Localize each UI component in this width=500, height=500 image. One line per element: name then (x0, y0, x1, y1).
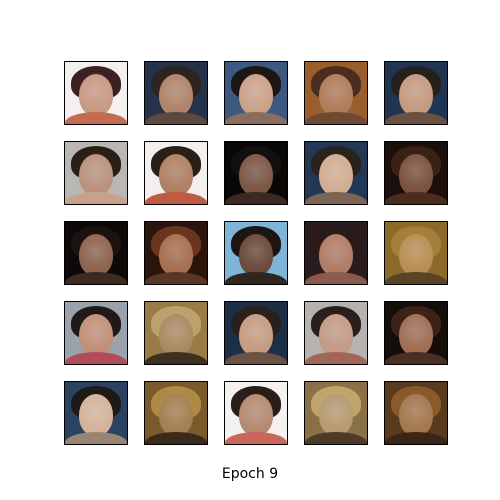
shoulders-region (305, 352, 367, 364)
face-region (239, 74, 273, 117)
shoulders-region (65, 192, 127, 204)
face-region (319, 234, 353, 277)
face-region (159, 74, 193, 117)
generated-face-image (304, 381, 368, 445)
generated-face-image (224, 301, 288, 365)
face-region (79, 74, 113, 117)
shoulders-region (145, 112, 207, 124)
shoulders-region (385, 192, 447, 204)
face-region (239, 314, 273, 357)
face-region (79, 154, 113, 197)
face-region (399, 394, 433, 437)
generated-face-image (144, 221, 208, 285)
generated-face-image (304, 301, 368, 365)
generated-face-image (64, 61, 128, 125)
generated-face-image (384, 221, 448, 285)
face-region (159, 154, 193, 197)
shoulders-region (65, 272, 127, 284)
face-region (239, 234, 273, 277)
shoulders-region (145, 272, 207, 284)
face-region (79, 314, 113, 357)
generated-face-image (144, 61, 208, 125)
shoulders-region (305, 432, 367, 444)
shoulders-region (225, 432, 287, 444)
shoulders-region (225, 112, 287, 124)
generated-face-image (304, 141, 368, 205)
generated-face-image (64, 381, 128, 445)
generated-face-image (224, 61, 288, 125)
face-region (319, 394, 353, 437)
face-region (159, 394, 193, 437)
generated-face-image (304, 61, 368, 125)
shoulders-region (145, 352, 207, 364)
generated-face-image (384, 141, 448, 205)
generated-face-image (144, 381, 208, 445)
face-region (319, 74, 353, 117)
face-region (159, 234, 193, 277)
face-region (399, 234, 433, 277)
face-region (239, 154, 273, 197)
generated-face-image (224, 141, 288, 205)
shoulders-region (305, 192, 367, 204)
shoulders-region (65, 432, 127, 444)
shoulders-region (225, 272, 287, 284)
face-region (79, 234, 113, 277)
generated-face-image (304, 221, 368, 285)
generated-face-image (384, 61, 448, 125)
shoulders-region (305, 272, 367, 284)
shoulders-region (145, 192, 207, 204)
shoulders-region (225, 192, 287, 204)
generated-face-image (224, 221, 288, 285)
shoulders-region (145, 432, 207, 444)
shoulders-region (225, 352, 287, 364)
shoulders-region (65, 112, 127, 124)
shoulders-region (385, 272, 447, 284)
face-region (159, 314, 193, 357)
shoulders-region (305, 112, 367, 124)
generated-face-image (384, 381, 448, 445)
generated-face-image (64, 301, 128, 365)
face-region (319, 154, 353, 197)
generated-face-image (384, 301, 448, 365)
face-region (79, 394, 113, 437)
generated-face-image (144, 301, 208, 365)
generated-face-image (64, 141, 128, 205)
face-region (399, 74, 433, 117)
face-region (239, 394, 273, 437)
generated-face-image (144, 141, 208, 205)
face-region (399, 314, 433, 357)
generated-face-image (224, 381, 288, 445)
face-region (319, 314, 353, 357)
shoulders-region (65, 352, 127, 364)
shoulders-region (385, 112, 447, 124)
generated-face-image (64, 221, 128, 285)
shoulders-region (385, 432, 447, 444)
figure-caption: Epoch 9 (221, 466, 279, 482)
face-region (399, 154, 433, 197)
shoulders-region (385, 352, 447, 364)
